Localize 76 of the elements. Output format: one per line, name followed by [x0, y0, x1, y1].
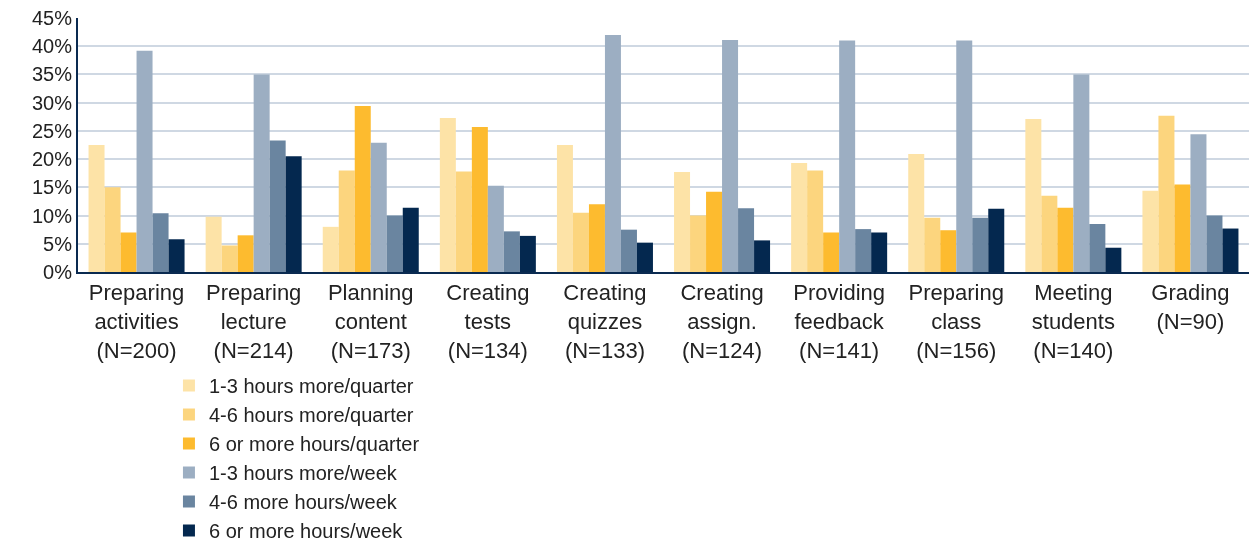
bar	[706, 191, 723, 272]
y-tick-label: 15%	[31, 176, 73, 199]
bar	[807, 170, 824, 272]
x-tick-label: Planning content (N=173)	[327, 280, 414, 363]
bar	[205, 216, 222, 272]
bar	[354, 106, 371, 272]
x-tick-label: Preparing lecture (N=214)	[205, 280, 302, 363]
bar	[1057, 207, 1074, 272]
x-tick-label: Creating tests (N=134)	[446, 280, 530, 363]
bar	[556, 145, 573, 272]
bar	[956, 40, 973, 272]
bar	[370, 142, 387, 272]
x-tick-label: Preparing activities (N=200)	[88, 280, 185, 363]
bar	[1073, 74, 1090, 272]
bar	[487, 185, 504, 272]
legend-label: 6 or more hours/quarter	[208, 433, 420, 456]
bar	[1089, 224, 1106, 272]
bar	[322, 226, 339, 272]
bar	[1158, 115, 1175, 272]
bar	[269, 140, 286, 272]
bar	[855, 229, 872, 272]
bar	[908, 154, 925, 272]
bar	[572, 212, 589, 272]
bar	[455, 171, 472, 272]
bar	[620, 229, 637, 272]
bar	[237, 235, 254, 272]
bar	[152, 213, 169, 272]
legend-label: 1-3 hours more/quarter	[208, 375, 414, 398]
bar	[588, 204, 605, 272]
bar	[136, 50, 153, 272]
y-tick-label: 5%	[43, 232, 73, 255]
bar	[338, 170, 355, 272]
y-tick-label: 20%	[31, 148, 73, 171]
bar	[839, 40, 856, 272]
bar	[972, 217, 989, 272]
legend-label: 1-3 hours more/week	[208, 462, 398, 485]
bar	[253, 74, 270, 272]
x-tick-label: Meeting students (N=140)	[1031, 280, 1115, 363]
bar	[1206, 215, 1223, 272]
bar	[1190, 134, 1207, 272]
legend-label: 4-6 more hours/week	[208, 491, 398, 514]
bar	[221, 245, 238, 272]
x-tick-label: Creating quizzes (N=133)	[563, 280, 647, 363]
y-tick-label: 40%	[31, 35, 73, 58]
bar	[604, 34, 621, 272]
bar	[738, 208, 755, 272]
y-tick-label: 35%	[31, 63, 73, 86]
bar	[940, 230, 957, 272]
bar	[471, 126, 488, 272]
x-tick-label: Creating assign. (N=124)	[680, 280, 764, 363]
y-tick-label: 30%	[31, 91, 73, 114]
bar	[1174, 184, 1191, 272]
bar	[791, 163, 808, 272]
bar	[722, 40, 739, 272]
bar	[120, 232, 137, 272]
bar	[1025, 119, 1042, 272]
bar	[674, 172, 691, 272]
bar	[690, 215, 707, 272]
bar	[104, 187, 121, 272]
bar	[88, 145, 105, 272]
y-tick-label: 10%	[31, 204, 73, 227]
x-tick-label: Grading (N=90)	[1151, 280, 1230, 334]
bar	[1041, 195, 1058, 272]
bar	[386, 215, 403, 272]
bar	[439, 117, 456, 272]
legend-label: 6 or more hours/week	[208, 520, 404, 543]
bar	[924, 217, 941, 272]
y-tick-label: 25%	[31, 119, 73, 142]
x-tick-label: Preparing class (N=156)	[908, 280, 1004, 363]
y-tick-label: 45%	[31, 7, 73, 29]
bar	[823, 232, 840, 272]
x-tick-label: Providing feedback (N=141)	[793, 280, 886, 363]
bar	[1142, 190, 1159, 272]
y-tick-label: 0%	[43, 261, 73, 283]
bar	[503, 231, 520, 272]
legend-label: 4-6 hours more/quarter	[208, 404, 414, 427]
